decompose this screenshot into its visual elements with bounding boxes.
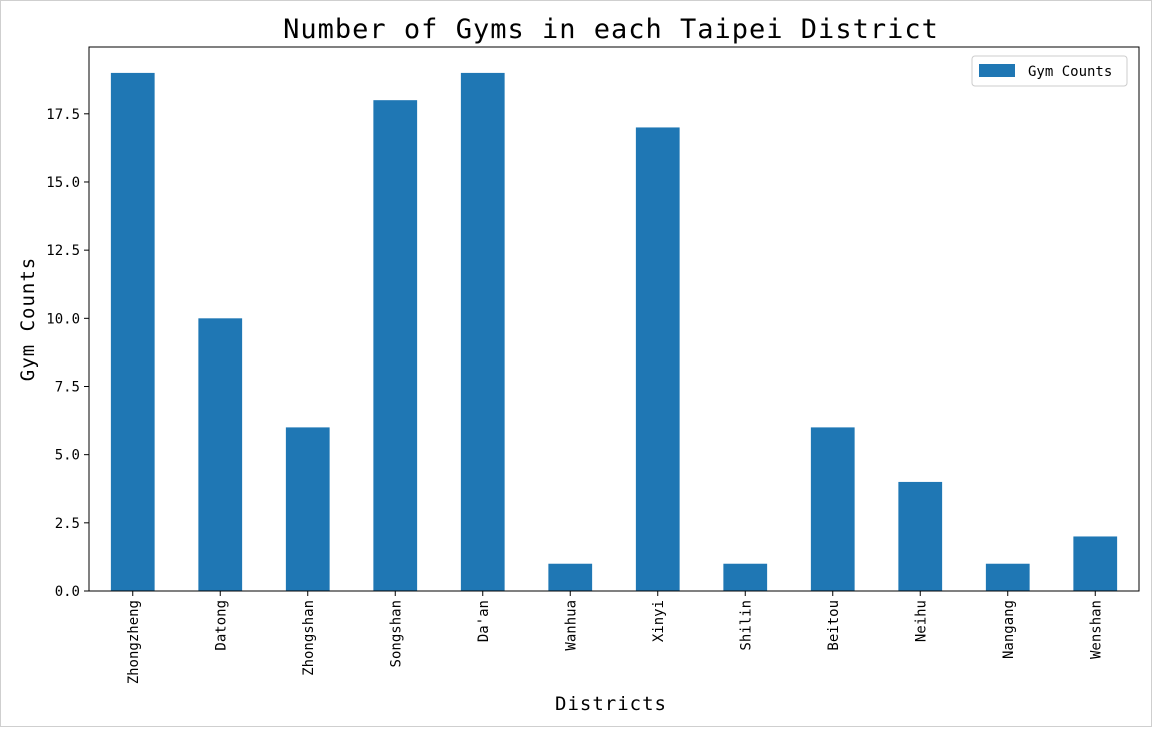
x-tick-label: Wenshan — [1088, 600, 1104, 659]
legend-box — [971, 55, 1128, 87]
bar — [810, 427, 855, 591]
x-tick-label: Zhongshan — [301, 600, 317, 676]
y-tick-label: 0.0 — [55, 584, 80, 600]
x-tick-label: Shilin — [738, 600, 754, 651]
bar — [723, 563, 768, 591]
y-tick-label: 17.5 — [46, 107, 80, 123]
bar — [1073, 536, 1118, 591]
y-tick-label: 5.0 — [55, 448, 80, 464]
bars-group — [110, 72, 1118, 591]
x-tick-label: Da'an — [476, 600, 492, 642]
bar — [373, 100, 418, 591]
x-axis-title: Districts — [555, 693, 667, 715]
legend: Gym Counts — [971, 55, 1128, 87]
legend-label: Gym Counts — [1028, 64, 1112, 80]
legend-swatch — [979, 64, 1015, 77]
x-tick-label: Xinyi — [651, 600, 667, 642]
bar — [985, 563, 1030, 591]
x-tick-label: Zhongzheng — [126, 600, 142, 684]
y-tick-label: 12.5 — [46, 243, 80, 259]
bar — [460, 72, 505, 591]
bar — [110, 72, 155, 591]
plot-area-frame — [88, 46, 1140, 592]
y-axis-title: Gym Counts — [17, 257, 39, 381]
x-tick-label: Wanhua — [563, 600, 579, 651]
bar — [898, 481, 943, 591]
bar — [548, 563, 593, 591]
y-tick-label: 10.0 — [46, 311, 80, 327]
x-axis: Zhongzheng Datong Zhongshan Songshan Da'an Wa… — [126, 591, 1104, 684]
y-tick-label: 2.5 — [55, 516, 80, 532]
x-tick-label: Datong — [213, 600, 229, 651]
chart-title: Number of Gyms in each Taipei District — [283, 14, 939, 45]
x-tick-label: Beitou — [826, 600, 842, 651]
y-tick-label: 7.5 — [55, 379, 80, 395]
y-axis: 0.0 2.5 5.0 7.5 10.0 12.5 15.0 17.5 — [46, 107, 89, 600]
x-tick-label: Nangang — [1001, 600, 1017, 659]
y-tick-label: 15.0 — [46, 175, 80, 191]
bar — [198, 318, 243, 591]
bar — [635, 127, 680, 591]
x-tick-label: Neihu — [913, 600, 929, 642]
bar — [285, 427, 330, 591]
x-tick-label: Songshan — [388, 600, 404, 667]
